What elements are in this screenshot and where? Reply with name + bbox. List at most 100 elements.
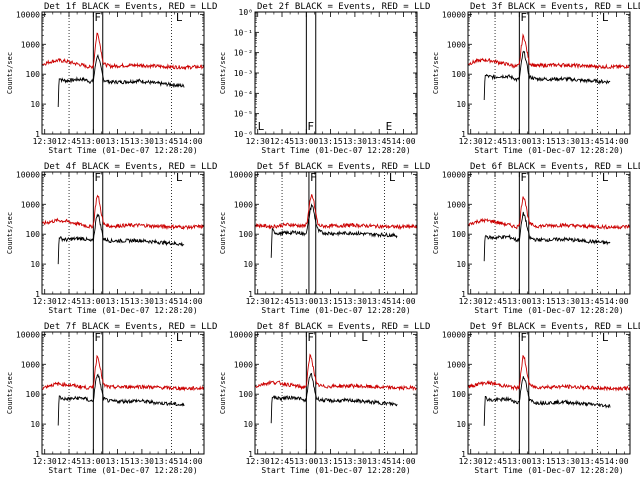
x-axis-label: Start Time (01-Dec-07 12:28:20) [474,466,623,475]
x-axis-label: Start Time (01-Dec-07 12:28:20) [48,466,197,475]
marker-label: L [361,331,368,344]
x-axis-label: Start Time (01-Dec-07 12:28:20) [48,306,197,315]
y-tick-label: 10 [30,260,40,269]
y-tick-label: 1000 [21,200,40,209]
x-tick-label: 14:00 [178,137,202,146]
x-tick-label: 13:45 [367,457,391,466]
y-tick-label: 10000 [16,170,40,179]
x-tick-label: 13:30 [130,137,154,146]
x-tick-label: 12:45 [57,297,81,306]
series-events [57,53,185,108]
series-events [483,211,611,262]
series-events [483,50,611,101]
y-tick-label: 100 [452,230,467,239]
y-tick-label: 10⁻⁵ [234,110,253,119]
marker-label: F [307,331,314,344]
y-axis-label: Counts/sec [432,372,440,414]
x-tick-label: 13:00 [294,297,318,306]
panel-title: Det 6f BLACK = Events, RED = LLD [470,162,640,172]
marker-label: F [520,171,527,184]
series-lld [468,354,630,392]
panel-det-2: Det 2f BLACK = Events, RED = LLD 10⁻⁶ 10⁻⁵… [219,2,430,155]
x-tick-label: 14:00 [604,137,628,146]
x-axis-label: Start Time (01-Dec-07 12:28:20) [48,146,197,155]
x-tick-label: 13:30 [556,297,580,306]
marker-label: L [602,11,609,24]
x-tick-label: 13:00 [507,137,531,146]
marker-label: L [602,331,609,344]
y-axis-label: Counts/sec [6,52,14,94]
y-tick-label: 10000 [442,10,466,19]
x-tick-label: 12:45 [57,137,81,146]
plot-frame [41,171,205,295]
y-tick-label: 1000 [21,360,40,369]
y-axis-label: Counts/sec [6,372,14,414]
panel-det-3: Det 3f BLACK = Events, RED = LLD 1 10 100 10… [432,2,640,155]
y-tick-label: 1000 [21,40,40,49]
y-tick-label: 1 [461,450,466,459]
panel-title: Det 9f BLACK = Events, RED = LLD [470,322,640,332]
series-events [57,213,185,265]
panel-title: Det 1f BLACK = Events, RED = LLD [44,2,217,12]
x-tick-label: 13:30 [556,137,580,146]
y-tick-label: 10⁻⁶ [234,130,253,139]
y-tick-label: 10⁻² [234,49,253,58]
x-tick-label: 13:30 [343,457,367,466]
y-tick-label: 10000 [16,330,40,339]
x-tick-label: 13:00 [294,137,318,146]
y-axis-label: Counts/sec [219,52,227,94]
y-axis-label: Counts/sec [219,372,227,414]
marker-label: L [258,120,265,133]
trace-group [255,194,417,258]
series-lld [468,196,630,231]
trace-group [468,196,630,262]
y-tick-label: 1000 [447,200,466,209]
panel-det-5: Det 5f BLACK = Events, RED = LLD 1 10 100 10… [219,162,430,315]
x-tick-label: 12:45 [57,457,81,466]
y-tick-label: 10 [456,260,466,269]
x-tick-label: 13:15 [532,137,556,146]
y-tick-label: 10⁻⁴ [234,89,253,98]
x-tick-label: 13:00 [81,297,105,306]
y-tick-label: 100 [26,230,41,239]
x-axis-label: Start Time (01-Dec-07 12:28:20) [474,146,623,155]
x-tick-label: 14:00 [178,297,202,306]
x-tick-label: 12:45 [270,297,294,306]
panel-title: Det 2f BLACK = Events, RED = LLD [257,2,430,12]
series-lld [42,354,204,392]
marker-label: L [176,331,183,344]
x-tick-label: 12:30 [246,137,270,146]
series-events [270,372,398,424]
x-tick-label: 14:00 [391,457,415,466]
x-axis-label: Start Time (01-Dec-07 12:28:20) [474,306,623,315]
panel-det-1: Det 1f BLACK = Events, RED = LLD 1 10 100 10… [6,2,217,155]
y-tick-label: 1000 [234,360,253,369]
x-tick-label: 13:15 [532,297,556,306]
series-events [483,376,611,426]
x-tick-label: 13:15 [106,137,130,146]
x-tick-label: 12:45 [483,297,507,306]
y-tick-label: 10000 [442,330,466,339]
y-axis-label: Counts/sec [432,212,440,254]
x-tick-label: 14:00 [604,457,628,466]
x-tick-label: 13:45 [154,297,178,306]
y-tick-label: 10 [243,420,253,429]
marker-label: F [94,171,101,184]
plot-frame [467,11,631,135]
marker-label: F [520,11,527,24]
y-tick-label: 10000 [229,330,253,339]
y-tick-label: 1 [35,130,40,139]
y-tick-label: 10000 [229,170,253,179]
panel-title: Det 5f BLACK = Events, RED = LLD [257,162,430,172]
x-tick-label: 13:15 [319,297,343,306]
panel-title: Det 3f BLACK = Events, RED = LLD [470,2,640,12]
panel-det-6: Det 6f BLACK = Events, RED = LLD 1 10 100 10… [432,162,640,315]
x-axis-label: Start Time (01-Dec-07 12:28:20) [261,306,410,315]
x-tick-label: 12:30 [459,297,483,306]
series-events [270,203,398,258]
x-tick-label: 12:30 [459,137,483,146]
y-tick-label: 100 [452,390,467,399]
x-tick-label: 13:15 [106,457,130,466]
y-tick-label: 1 [35,450,40,459]
